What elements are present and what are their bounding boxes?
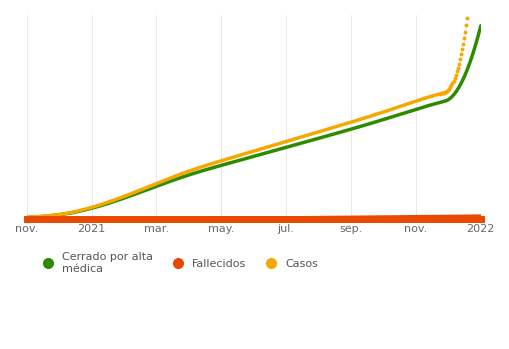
Point [444, 86, 453, 91]
Point [439, 90, 447, 95]
Point [441, 89, 449, 95]
Point [435, 91, 443, 96]
Point [464, 0, 472, 6]
Point [448, 78, 457, 83]
Point [459, 35, 467, 40]
Point [458, 41, 466, 46]
Point [454, 61, 462, 66]
Point [463, 8, 471, 13]
Point [442, 88, 450, 94]
Point [455, 56, 463, 62]
Point [438, 90, 446, 96]
Point [449, 75, 458, 81]
Point [451, 69, 460, 74]
Legend: Cerrado por alta
médica, Fallecidos, Casos: Cerrado por alta médica, Fallecidos, Cas… [32, 248, 322, 278]
Point [461, 22, 469, 28]
Point [456, 52, 464, 57]
Point [460, 29, 468, 34]
Point [453, 65, 461, 70]
Point [445, 84, 454, 90]
Point [440, 89, 448, 95]
Point [450, 72, 459, 78]
Point [457, 46, 465, 52]
Point [462, 15, 470, 21]
Point [447, 80, 456, 86]
Point [437, 90, 445, 96]
Point [446, 83, 455, 88]
Point [436, 91, 444, 96]
Point [443, 87, 451, 93]
